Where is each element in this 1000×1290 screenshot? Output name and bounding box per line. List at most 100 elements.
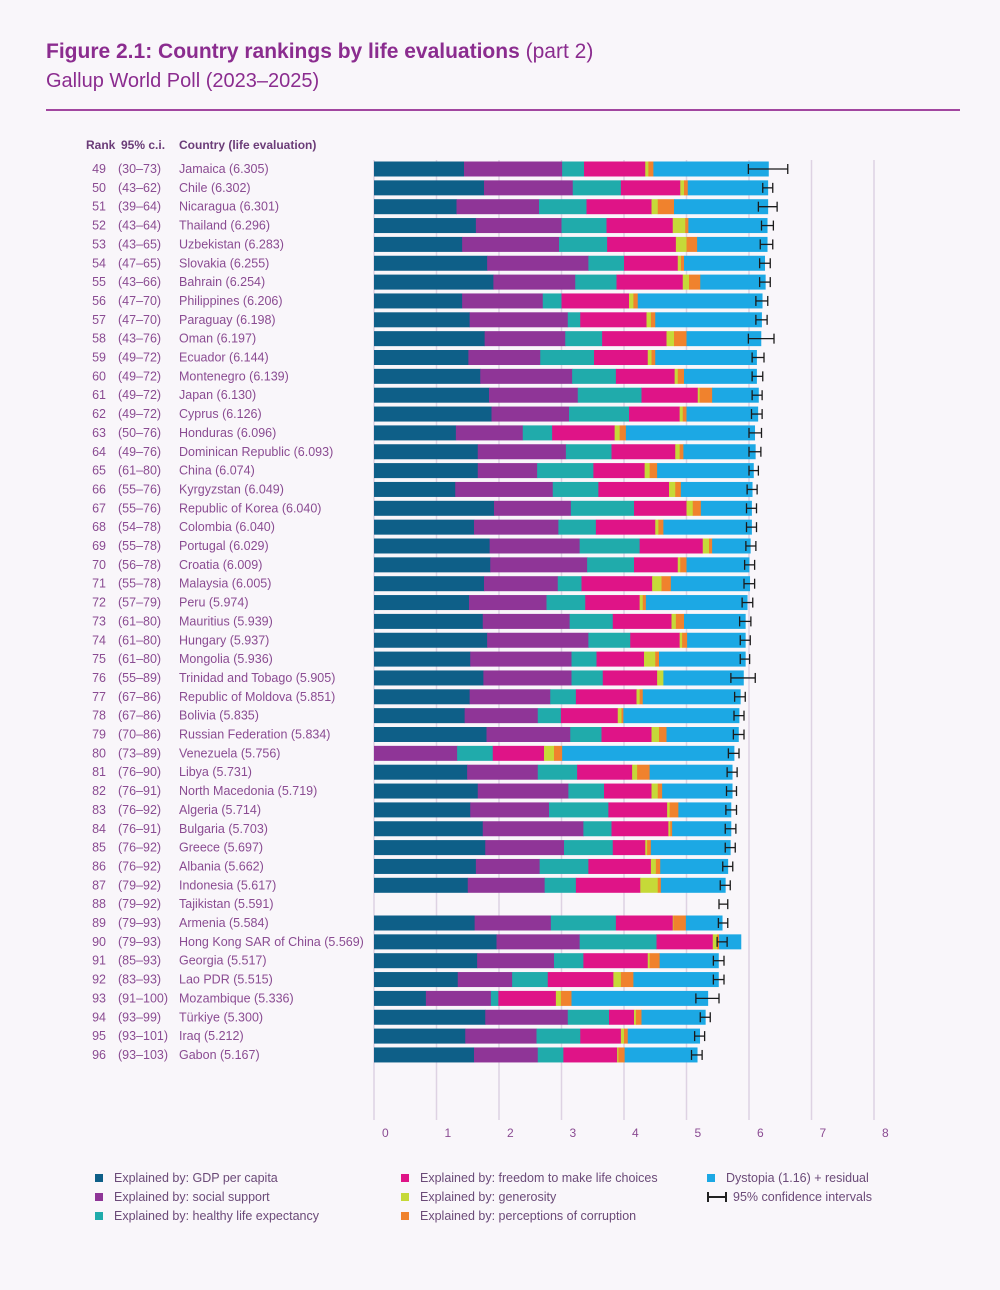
row-rank: 71 bbox=[92, 577, 106, 591]
bar-social bbox=[485, 840, 565, 856]
row-country: Russian Federation (5.834) bbox=[179, 728, 330, 742]
bar-dystopia bbox=[684, 613, 746, 629]
legend: Explained by: GDP per capita Explained by… bbox=[95, 1169, 927, 1225]
legend-swatch bbox=[95, 1212, 103, 1220]
bar-corruption bbox=[649, 953, 661, 969]
row-rank: 74 bbox=[92, 633, 106, 647]
bar-gdp bbox=[374, 312, 471, 328]
bar-freedom bbox=[575, 877, 641, 893]
bar-health bbox=[549, 802, 609, 818]
bar-social bbox=[484, 576, 559, 592]
bar-freedom bbox=[612, 840, 646, 856]
bar-dystopia bbox=[657, 463, 754, 479]
bar-generosity bbox=[644, 463, 651, 479]
bar-gdp bbox=[374, 481, 456, 497]
bar-corruption bbox=[554, 745, 563, 761]
bar-corruption bbox=[655, 858, 661, 874]
bar-social bbox=[464, 161, 563, 177]
bar-generosity bbox=[669, 481, 676, 497]
bar-freedom bbox=[561, 293, 630, 309]
bar-gdp bbox=[374, 500, 495, 516]
bar-social bbox=[475, 218, 562, 234]
bar-dystopia bbox=[641, 1009, 706, 1025]
bar-corruption bbox=[675, 481, 682, 497]
bar-freedom bbox=[580, 1028, 622, 1044]
legend-item-ci: 95% confidence intervals bbox=[707, 1188, 927, 1206]
row-ci: (76–90) bbox=[118, 765, 161, 779]
row-rank: 51 bbox=[92, 200, 106, 214]
bar-generosity bbox=[544, 745, 555, 761]
bar-freedom bbox=[577, 764, 633, 780]
bar-social bbox=[477, 463, 538, 479]
row-rank: 75 bbox=[92, 652, 106, 666]
row-country: Jamaica (6.305) bbox=[179, 162, 269, 176]
row-ci: (61–80) bbox=[118, 633, 161, 647]
bar-freedom bbox=[620, 180, 681, 196]
row-rank: 82 bbox=[92, 784, 106, 798]
row-ci: (49–72) bbox=[118, 351, 161, 365]
row-ci: (79–92) bbox=[118, 897, 161, 911]
bar-health bbox=[550, 689, 577, 705]
bar-social bbox=[486, 727, 571, 742]
bar-health bbox=[575, 274, 617, 290]
bar-social bbox=[477, 953, 555, 969]
bar-dystopia bbox=[663, 519, 752, 535]
row-country: North Macedonia (5.719) bbox=[179, 784, 317, 798]
bar-dystopia bbox=[655, 312, 762, 328]
row-country: Iraq (5.212) bbox=[179, 1029, 244, 1043]
row-rank: 67 bbox=[92, 501, 106, 515]
bar-dystopia bbox=[674, 199, 769, 215]
row-country: Tajikistan (5.591) bbox=[179, 897, 274, 911]
bar-freedom bbox=[604, 783, 652, 799]
bar-corruption bbox=[624, 1028, 629, 1044]
bar-health bbox=[554, 953, 584, 969]
row-ci: (76–91) bbox=[118, 784, 161, 798]
row-rank: 50 bbox=[92, 181, 106, 195]
bar-social bbox=[462, 293, 544, 309]
bar-generosity bbox=[677, 255, 682, 271]
row-country: Republic of Moldova (5.851) bbox=[179, 690, 335, 704]
x-tick-label: 7 bbox=[820, 1126, 827, 1140]
bar-dystopia bbox=[697, 236, 768, 252]
bar-corruption bbox=[680, 255, 685, 271]
bar-gdp bbox=[374, 180, 485, 196]
legend-swatch bbox=[707, 1174, 715, 1182]
title-part: (part 2) bbox=[525, 40, 594, 63]
legend-item-corruption: Explained by: perceptions of corruption bbox=[401, 1207, 707, 1225]
legend-item-social: Explained by: social support bbox=[95, 1188, 401, 1206]
row-country: Peru (5.974) bbox=[179, 596, 248, 610]
x-tick-label: 4 bbox=[632, 1126, 639, 1140]
bar-social bbox=[491, 406, 570, 422]
bar-health bbox=[539, 199, 587, 215]
bar-generosity bbox=[639, 595, 644, 611]
bar-corruption bbox=[670, 821, 673, 837]
bar-corruption bbox=[674, 331, 687, 347]
x-tick-label: 2 bbox=[507, 1126, 514, 1140]
bar-social bbox=[469, 312, 569, 328]
row-ci: (55–76) bbox=[118, 482, 161, 496]
row-rank: 54 bbox=[92, 256, 106, 270]
bar-generosity bbox=[646, 312, 652, 328]
bar-dystopia bbox=[650, 840, 731, 856]
bar-health bbox=[565, 444, 612, 460]
x-tick-label: 3 bbox=[570, 1126, 577, 1140]
bar-freedom bbox=[608, 802, 668, 818]
row-rank: 86 bbox=[92, 859, 106, 873]
row-country: Venezuela (5.756) bbox=[179, 746, 280, 760]
bar-health bbox=[550, 915, 617, 931]
row-country: Türkiye (5.300) bbox=[179, 1010, 263, 1024]
bar-health bbox=[546, 595, 586, 611]
row-ci: (85–93) bbox=[118, 954, 161, 968]
bar-gdp bbox=[374, 576, 485, 592]
bar-dystopia bbox=[627, 1028, 701, 1044]
bar-social bbox=[465, 1028, 537, 1044]
bar-health bbox=[579, 934, 657, 950]
bar-freedom bbox=[602, 670, 658, 686]
bar-dystopia bbox=[686, 331, 762, 347]
bar-gdp bbox=[374, 934, 497, 950]
bar-gdp bbox=[374, 953, 478, 969]
bar-freedom bbox=[601, 727, 652, 742]
bar-freedom bbox=[593, 463, 646, 479]
bar-generosity bbox=[645, 840, 648, 856]
bar-social bbox=[475, 858, 541, 874]
